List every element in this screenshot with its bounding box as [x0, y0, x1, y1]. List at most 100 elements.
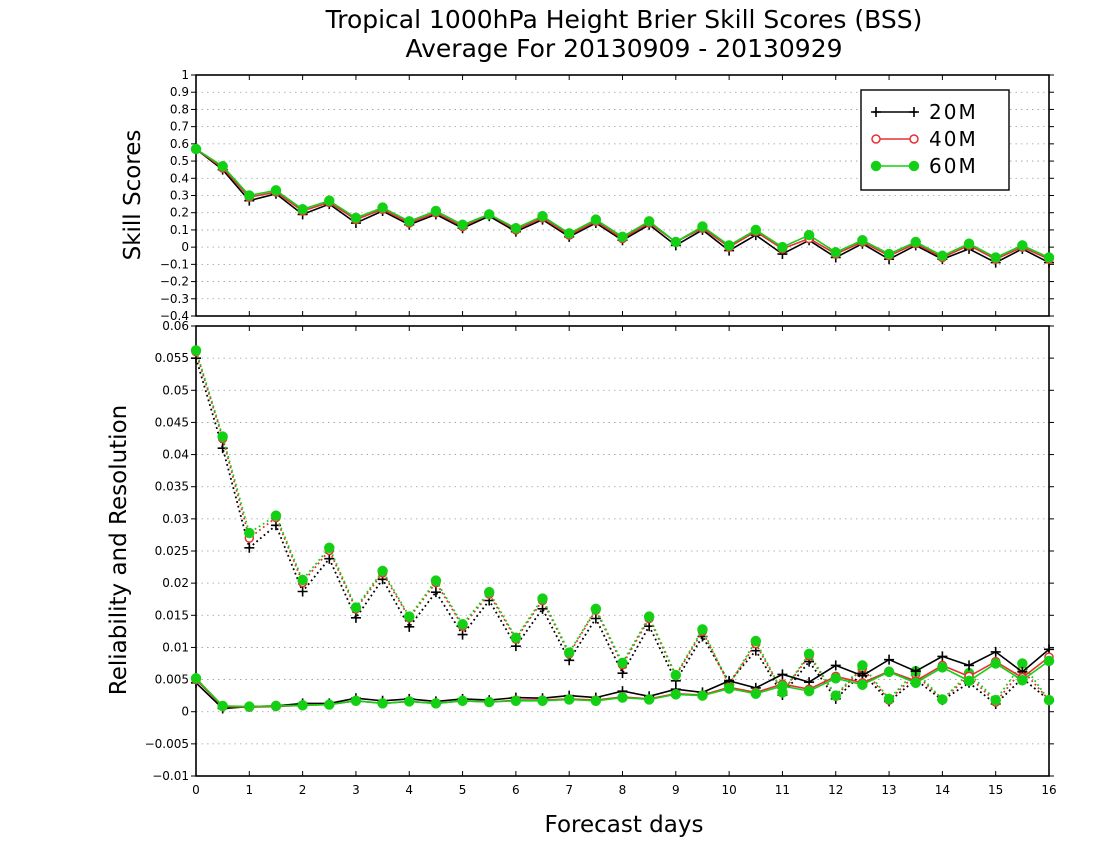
relres-point-reliability-plus — [910, 666, 921, 677]
relres-point-resolution-filled-circle — [857, 660, 868, 671]
x-tick-label: 4 — [405, 783, 413, 797]
skill-point-60M-filled-circle — [723, 240, 735, 251]
relres-y-tick-label: 0.06 — [162, 319, 189, 333]
skill-point-60M-filled-circle — [350, 212, 362, 224]
skill-point-60M-filled-circle — [270, 185, 282, 196]
legend-label-60M: 60M — [929, 154, 978, 178]
relres-point-reliability-filled-circle — [483, 696, 495, 708]
skill-y-tick-label: 0 — [181, 240, 189, 254]
skill-point-60M-filled-circle — [857, 235, 868, 246]
relres-line-resolution-filled-circle — [195, 350, 1050, 702]
legend-marker-40M — [871, 134, 881, 144]
relres-point-resolution-filled-circle — [803, 648, 815, 660]
skill-y-tick-label: 0.8 — [170, 102, 189, 116]
relres-point-reliability-filled-circle — [990, 658, 1001, 669]
relres-point-resolution-filled-circle — [990, 694, 1001, 706]
legend-marker-20M — [871, 107, 881, 117]
relres-point-reliability-filled-circle — [670, 689, 682, 700]
x-tick-label: 13 — [881, 783, 896, 797]
relres-plot-frame — [195, 325, 1050, 777]
relres-point-resolution-filled-circle — [297, 574, 308, 586]
skill-y-tick-label: −0.2 — [160, 275, 189, 289]
legend: 20M 40M 60M — [860, 89, 1010, 191]
relres-point-reliability-filled-circle — [190, 673, 202, 684]
relres-point-resolution-filled-circle — [350, 602, 362, 613]
x-tick-label: 5 — [459, 783, 467, 797]
relres-point-reliability-filled-circle — [777, 680, 788, 692]
relres-y-tick-label: 0.045 — [155, 415, 189, 429]
skill-point-60M-filled-circle — [590, 214, 602, 225]
skill-point-60M-filled-circle — [963, 238, 975, 249]
relres-point-reliability-filled-circle — [750, 688, 762, 699]
relres-point-reliability-filled-circle — [297, 700, 308, 711]
relres-y-tick-label: −0.005 — [145, 737, 189, 751]
skill-point-60M-filled-circle — [937, 250, 948, 261]
chart-title: Tropical 1000hPa Height Brier Skill Scor… — [325, 5, 923, 34]
relres-point-resolution-filled-circle — [643, 611, 655, 622]
x-tick-label: 12 — [828, 783, 843, 797]
legend-marker-20M — [909, 107, 919, 117]
relres-y-tick-label: 0.055 — [155, 351, 189, 365]
relres-y-tick-label: 0 — [181, 705, 189, 719]
skill-point-60M-filled-circle — [324, 195, 335, 206]
relres-point-resolution-filled-circle — [404, 611, 415, 622]
relres-point-reliability-filled-circle — [270, 700, 282, 712]
relres-point-resolution-filled-circle — [537, 593, 548, 604]
relres-point-resolution-filled-circle — [830, 690, 841, 701]
skill-point-60M-filled-circle — [537, 210, 548, 222]
relres-point-reliability-plus — [777, 669, 788, 680]
relres-point-resolution-filled-circle — [244, 527, 255, 539]
skill-y-tick-label: 0.6 — [170, 137, 189, 151]
skill-y-tick-label: 0.7 — [170, 120, 189, 134]
legend-label-40M: 40M — [929, 127, 978, 151]
relres-point-resolution-plus — [404, 621, 415, 632]
relres-y-tick-label: −0.01 — [152, 769, 189, 783]
relres-y-tick-label: 0.005 — [155, 673, 189, 687]
x-tick-label: 7 — [565, 783, 573, 797]
skill-point-60M-filled-circle — [830, 247, 841, 258]
relres-line-resolution-plus — [195, 357, 1050, 706]
legend-label-20M: 20M — [929, 100, 978, 124]
relres-point-reliability-filled-circle — [457, 695, 468, 707]
skill-point-60M-filled-circle — [777, 241, 788, 253]
relres-point-resolution-plus — [617, 668, 628, 679]
relres-point-reliability-filled-circle — [217, 700, 228, 712]
skill-y-tick-label: 0.9 — [170, 85, 189, 99]
relres-point-reliability-plus — [964, 660, 975, 671]
skill-point-60M-filled-circle — [457, 219, 468, 231]
legend-marker-60M — [908, 160, 920, 172]
skill-y-tick-label: 0.2 — [170, 206, 189, 220]
relres-markers-reliability-filled-circle — [190, 655, 1055, 712]
relres-point-resolution-plus — [430, 587, 441, 598]
relres-point-reliability-filled-circle — [883, 666, 895, 678]
skill-y-tick-label: −0.4 — [160, 309, 189, 323]
relres-point-reliability-filled-circle — [510, 695, 522, 707]
relres-point-reliability-filled-circle — [937, 662, 948, 673]
skill-point-60M-filled-circle — [990, 252, 1001, 263]
relres-point-resolution-filled-circle — [270, 510, 282, 521]
x-tick-label: 1 — [245, 783, 253, 797]
relres-y-tick-label: 0.04 — [162, 448, 189, 462]
skill-markers-60M-filled-circle — [190, 143, 1055, 263]
x-tick-label: 6 — [512, 783, 520, 797]
x-tick-label: 14 — [935, 783, 950, 797]
relres-point-resolution-filled-circle — [324, 542, 335, 554]
skill-point-60M-filled-circle — [643, 216, 655, 227]
skill-point-60M-filled-circle — [883, 248, 895, 260]
skill-point-60M-filled-circle — [483, 209, 495, 220]
relres-point-resolution-filled-circle — [1043, 694, 1055, 706]
relres-point-reliability-plus — [830, 660, 841, 671]
x-tick-label: 10 — [721, 783, 736, 797]
relres-point-resolution-filled-circle — [883, 693, 895, 705]
relres-point-reliability-plus — [884, 654, 895, 665]
relres-point-reliability-filled-circle — [643, 694, 655, 705]
relres-y-tick-label: 0.05 — [162, 383, 189, 397]
relres-y-tick-label: 0.015 — [155, 608, 189, 622]
chart-subtitle: Average For 20130909 - 20130929 — [405, 34, 842, 63]
skill-point-60M-filled-circle — [244, 190, 255, 201]
skill-point-60M-filled-circle — [617, 231, 628, 243]
relres-point-resolution-filled-circle — [430, 575, 442, 586]
skill-y-tick-label: −0.1 — [160, 257, 189, 271]
relres-point-reliability-filled-circle — [377, 698, 388, 709]
relres-y-tick-label: 0.035 — [155, 480, 189, 494]
